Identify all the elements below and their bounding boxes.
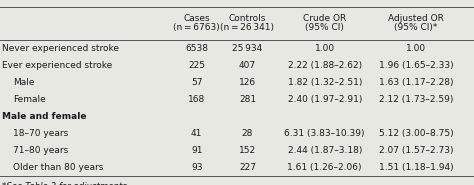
Text: 41: 41 bbox=[191, 129, 202, 138]
Text: 6538: 6538 bbox=[185, 44, 208, 53]
Text: Cases: Cases bbox=[183, 14, 210, 23]
Text: 18–70 years: 18–70 years bbox=[13, 129, 68, 138]
Text: 1.82 (1.32–2.51): 1.82 (1.32–2.51) bbox=[288, 78, 362, 87]
Text: 1.63 (1.17–2.28): 1.63 (1.17–2.28) bbox=[379, 78, 454, 87]
Text: *See Table 2 for adjustments.: *See Table 2 for adjustments. bbox=[2, 182, 130, 185]
Text: 2.44 (1.87–3.18): 2.44 (1.87–3.18) bbox=[288, 146, 362, 155]
Text: Ever experienced stroke: Ever experienced stroke bbox=[2, 61, 113, 70]
Text: (n = 26 341): (n = 26 341) bbox=[220, 23, 274, 32]
Text: 5.12 (3.00–8.75): 5.12 (3.00–8.75) bbox=[379, 129, 454, 138]
Text: 25 934: 25 934 bbox=[232, 44, 263, 53]
Text: 1.51 (1.18–1.94): 1.51 (1.18–1.94) bbox=[379, 163, 454, 172]
Text: 28: 28 bbox=[242, 129, 253, 138]
Text: 91: 91 bbox=[191, 146, 202, 155]
Text: 2.40 (1.97–2.91): 2.40 (1.97–2.91) bbox=[288, 95, 362, 104]
Text: 93: 93 bbox=[191, 163, 202, 172]
Text: 2.07 (1.57–2.73): 2.07 (1.57–2.73) bbox=[379, 146, 454, 155]
Text: 71–80 years: 71–80 years bbox=[13, 146, 68, 155]
Text: 225: 225 bbox=[188, 61, 205, 70]
Text: Female: Female bbox=[13, 95, 46, 104]
Text: 126: 126 bbox=[239, 78, 256, 87]
Text: Older than 80 years: Older than 80 years bbox=[13, 163, 103, 172]
Text: 281: 281 bbox=[239, 95, 256, 104]
Text: 1.00: 1.00 bbox=[406, 44, 426, 53]
Text: 57: 57 bbox=[191, 78, 202, 87]
Text: 6.31 (3.83–10.39): 6.31 (3.83–10.39) bbox=[284, 129, 365, 138]
Text: Controls: Controls bbox=[229, 14, 266, 23]
Text: Never experienced stroke: Never experienced stroke bbox=[2, 44, 119, 53]
Text: 1.61 (1.26–2.06): 1.61 (1.26–2.06) bbox=[287, 163, 362, 172]
Text: 407: 407 bbox=[239, 61, 256, 70]
Text: 2.22 (1.88–2.62): 2.22 (1.88–2.62) bbox=[288, 61, 362, 70]
Text: 1.00: 1.00 bbox=[315, 44, 335, 53]
Text: Male: Male bbox=[13, 78, 34, 87]
Text: Male and female: Male and female bbox=[2, 112, 87, 121]
Text: 227: 227 bbox=[239, 163, 256, 172]
Text: (n = 6763): (n = 6763) bbox=[173, 23, 220, 32]
Text: (95% CI): (95% CI) bbox=[305, 23, 344, 32]
Text: Crude OR: Crude OR bbox=[303, 14, 346, 23]
Text: 152: 152 bbox=[239, 146, 256, 155]
Text: 168: 168 bbox=[188, 95, 205, 104]
Text: 1.96 (1.65–2.33): 1.96 (1.65–2.33) bbox=[379, 61, 454, 70]
Text: Adjusted OR: Adjusted OR bbox=[388, 14, 444, 23]
Text: (95% CI)*: (95% CI)* bbox=[394, 23, 438, 32]
Text: 2.12 (1.73–2.59): 2.12 (1.73–2.59) bbox=[379, 95, 453, 104]
